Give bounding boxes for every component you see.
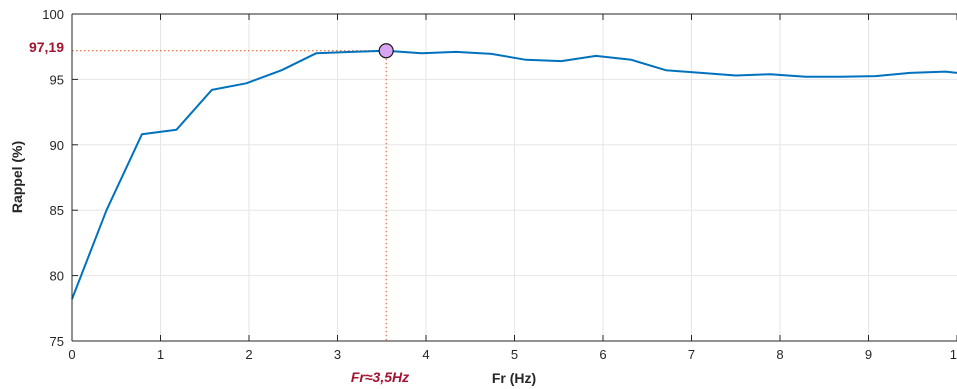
highlight-y-label: 97,19 bbox=[29, 39, 64, 55]
x-tick-label: 9 bbox=[865, 347, 872, 362]
series-layer bbox=[71, 43, 957, 300]
labels: Rappel (%) Fr (Hz) 97,19 Fr≈3,5Hz bbox=[9, 39, 536, 386]
x-tick-label: 6 bbox=[599, 347, 606, 362]
y-tick-label: 80 bbox=[50, 269, 64, 284]
x-tick-label: 7 bbox=[688, 347, 695, 362]
x-tick-label: 5 bbox=[511, 347, 518, 362]
y-tick-label: 85 bbox=[50, 203, 64, 218]
y-tick-label: 75 bbox=[50, 334, 64, 349]
y-axis-title: Rappel (%) bbox=[9, 141, 25, 213]
highlight-marker bbox=[378, 43, 394, 59]
x-tick-label: 1 bbox=[157, 347, 164, 362]
highlight-x-label: Fr≈3,5Hz bbox=[351, 369, 409, 385]
series-line bbox=[71, 49, 957, 300]
x-axis-title: Fr (Hz) bbox=[492, 370, 536, 386]
x-tick-label: 3 bbox=[334, 347, 341, 362]
reference-lines bbox=[72, 50, 387, 341]
grid bbox=[72, 14, 957, 341]
x-tick-label: 10 bbox=[950, 347, 957, 362]
y-tick-label: 90 bbox=[50, 138, 64, 153]
y-tick-label: 95 bbox=[50, 72, 64, 87]
axes: 0 1 2 3 4 5 6 7 8 9 10 75 80 85 90 95 100 bbox=[42, 7, 957, 362]
x-tick-label: 2 bbox=[245, 347, 252, 362]
x-tick-label: 4 bbox=[422, 347, 429, 362]
y-tick-label: 100 bbox=[42, 7, 64, 22]
x-tick-label: 8 bbox=[776, 347, 783, 362]
x-tick-label: 0 bbox=[68, 347, 75, 362]
